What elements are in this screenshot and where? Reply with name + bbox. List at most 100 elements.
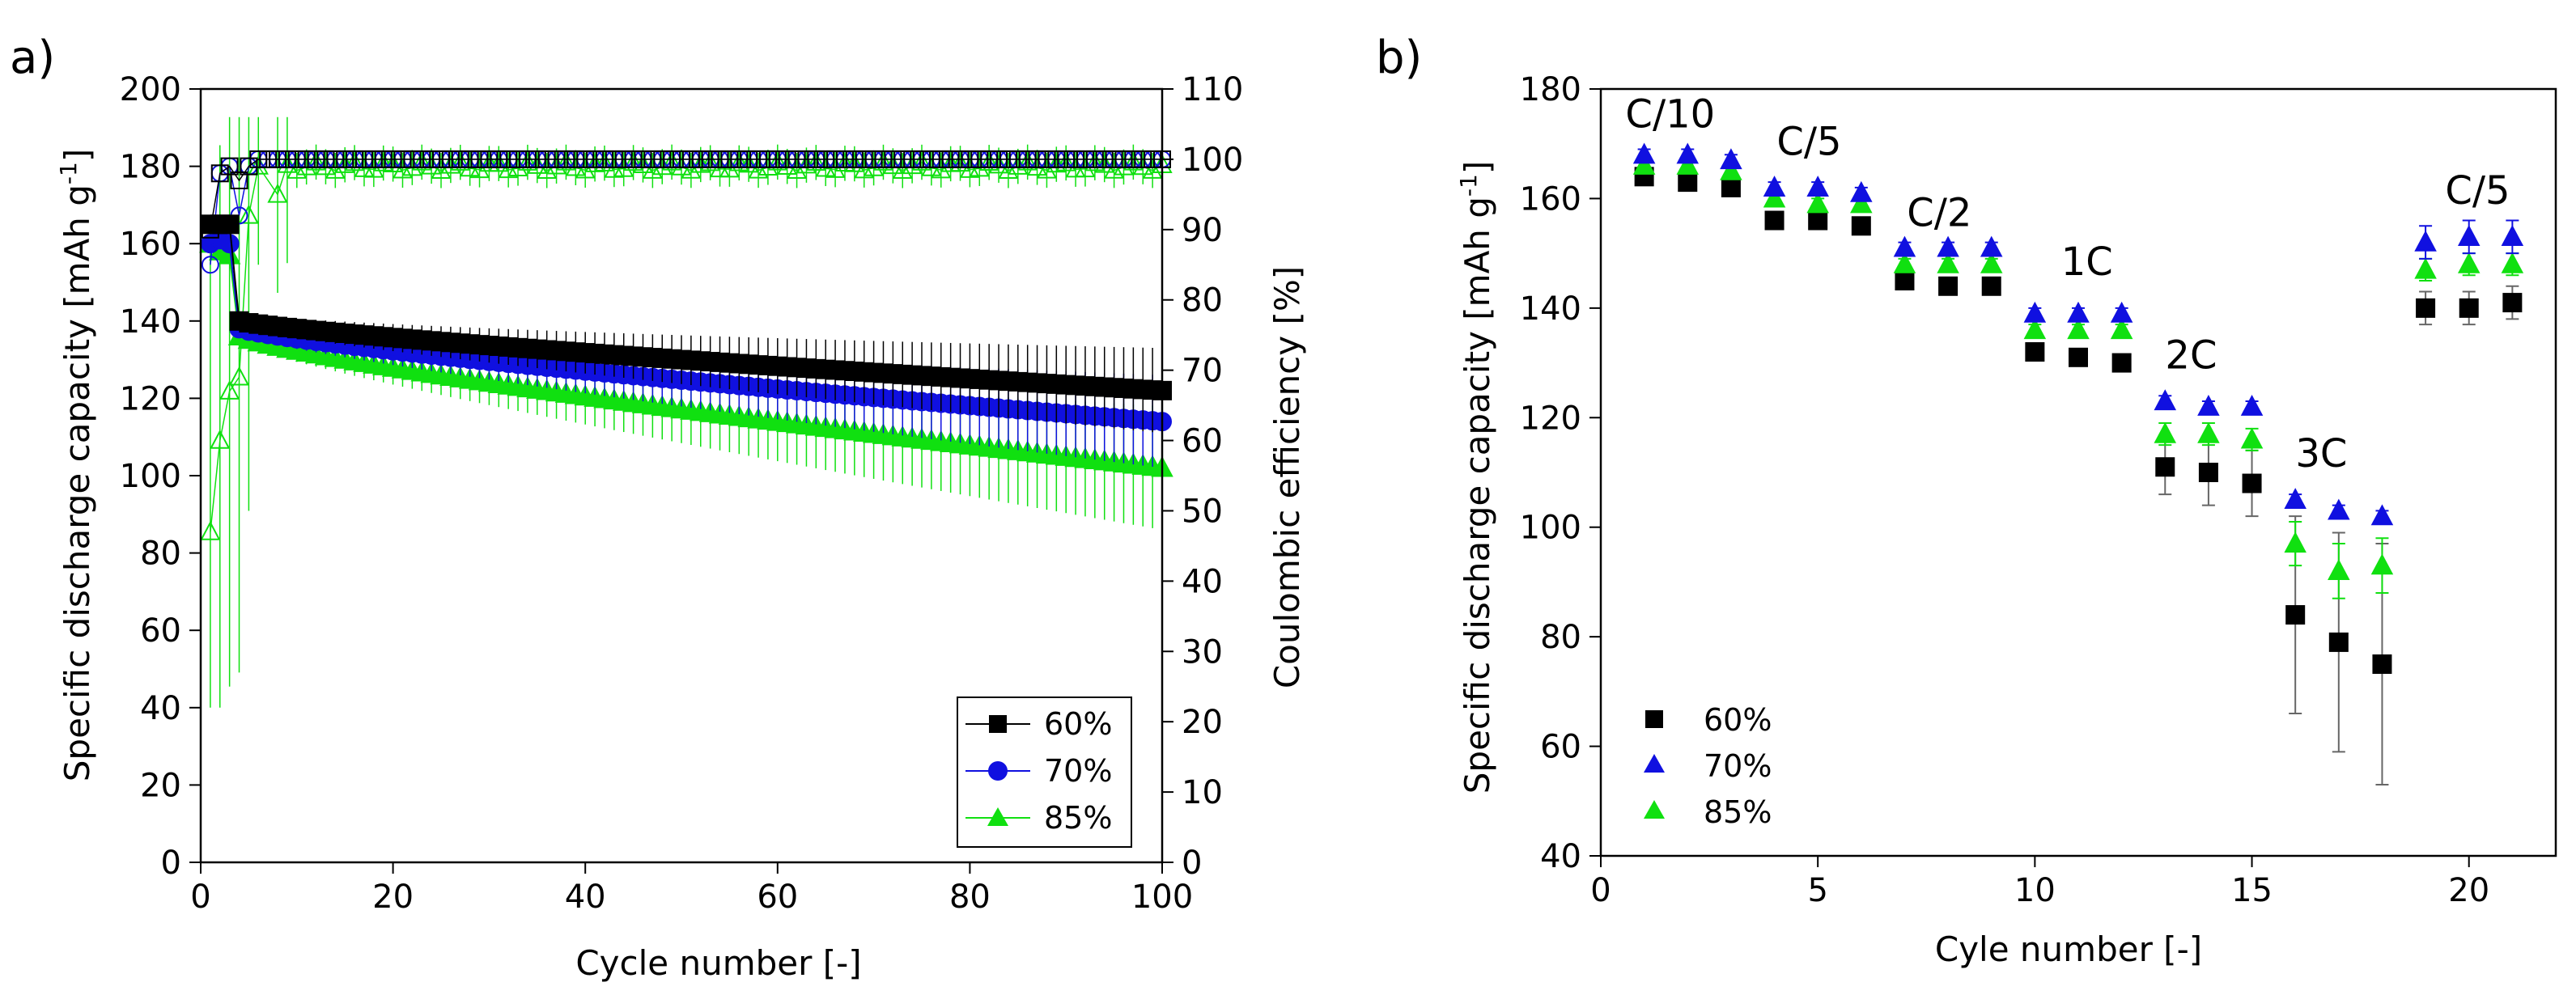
data-point-b-70%	[1720, 148, 1742, 170]
ce-point-a-85%	[681, 159, 702, 179]
legend-entry-a-60: 60%	[965, 706, 1112, 742]
ce-point-a-60%	[451, 150, 469, 168]
legend-b: 60% 70% 85%	[1644, 702, 1772, 830]
ce-point-a-60%	[605, 150, 623, 168]
data-point-b-70%	[2067, 301, 2090, 323]
legend-a: 60% 70% 85%	[957, 696, 1132, 848]
data-point-b-60%	[2242, 473, 2262, 493]
ce-point-a-60%	[509, 150, 528, 168]
data-point-b-70%	[2023, 301, 2047, 323]
ce-point-a-60%	[384, 150, 402, 168]
ce-point-a-85%	[834, 152, 855, 172]
ce-point-a-60%	[210, 164, 229, 183]
y2-tick-label-a: 40	[1182, 563, 1223, 600]
data-point-b-60%	[1764, 210, 1785, 231]
ce-point-a-60%	[826, 150, 845, 168]
ce-point-a-60%	[557, 150, 575, 168]
ce-point-a-85%	[488, 152, 509, 172]
series-b-70%	[1632, 142, 2524, 526]
legend-entry-b-60: 60%	[1645, 702, 1772, 738]
panel-b-label: b)	[1376, 32, 1422, 84]
ce-point-a-85%	[363, 158, 384, 178]
ce-point-a-70%	[201, 256, 219, 274]
ce-point-a-60%	[701, 150, 719, 168]
data-point-b-70%	[2370, 504, 2394, 526]
ce-point-a-60%	[249, 150, 268, 168]
ce-point-a-85%	[988, 154, 1009, 174]
ce-point-a-85%	[892, 159, 913, 180]
data-point-b-70%	[1676, 142, 1700, 164]
ce-point-a-60%	[278, 150, 296, 168]
series-b-85%	[1632, 154, 2524, 599]
ce-point-a-60%	[1038, 150, 1056, 168]
y-tick-label-a: 100	[120, 458, 181, 495]
ce-point-a-60%	[1124, 150, 1143, 168]
svg-text:85%: 85%	[1044, 800, 1112, 836]
rate-annotation-b: 2C	[2165, 332, 2217, 378]
y2-tick-label-a: 60	[1182, 423, 1223, 460]
ce-point-a-60%	[364, 150, 383, 168]
ce-point-a-85%	[286, 159, 308, 179]
legend-box-a	[957, 696, 1132, 848]
y-tick-label-b: 180	[1520, 71, 1581, 108]
ce-point-a-60%	[1095, 150, 1114, 168]
x-tick-label-b: 15	[2231, 872, 2273, 909]
data-point-b-85%	[2328, 559, 2350, 581]
ce-point-a-60%	[884, 150, 902, 168]
ce-point-a-60%	[768, 150, 787, 168]
data-point-b-70%	[2284, 488, 2307, 509]
data-point-b-85%	[1980, 252, 2003, 273]
ce-point-a-60%	[653, 150, 672, 168]
ce-point-a-85%	[238, 204, 260, 224]
ce-point-a-60%	[980, 150, 999, 168]
ce-point-a-60%	[490, 150, 508, 168]
y-tick-label-a: 140	[120, 303, 181, 341]
y-tick-label-b: 120	[1520, 400, 1581, 437]
ce-point-a-60%	[941, 150, 960, 168]
ce-point-a-85%	[382, 153, 404, 173]
ce-point-a-85%	[373, 151, 394, 171]
ce-point-a-85%	[469, 159, 490, 179]
ce-point-a-60%	[864, 150, 883, 168]
data-point-b-60%	[2069, 347, 2088, 367]
ce-point-a-85%	[1017, 150, 1038, 171]
data-point-b-85%	[1806, 192, 1829, 214]
data-point-b-85%	[2110, 318, 2133, 340]
rate-annotation-b: C/5	[2445, 168, 2510, 214]
data-point-b-85%	[2023, 318, 2047, 340]
ce-point-a-60%	[346, 150, 364, 168]
ce-point-a-85%	[1036, 159, 1058, 179]
x-tick-label-b: 0	[1590, 872, 1611, 909]
ce-point-a-60%	[518, 150, 537, 168]
legend-entry-a-85: 85%	[965, 800, 1112, 836]
ce-point-a-60%	[932, 150, 950, 168]
ce-point-a-60%	[874, 150, 893, 168]
rate-annotation-b: 3C	[2295, 431, 2347, 476]
series-a-70%	[200, 150, 1172, 468]
y-tick-label-a: 0	[161, 845, 181, 882]
y-tick-label-a: 180	[120, 149, 181, 186]
ce-point-a-85%	[872, 150, 894, 171]
ce-point-a-85%	[786, 159, 808, 179]
ce-point-a-60%	[691, 150, 710, 168]
ce-point-a-85%	[699, 151, 721, 171]
data-point-b-60%	[1981, 276, 2001, 296]
data-point-b-60%	[1721, 177, 1741, 197]
ce-point-a-60%	[316, 150, 335, 168]
y2-tick-label-a: 70	[1182, 353, 1223, 390]
x-tick-label-b: 5	[1807, 872, 1827, 909]
ce-point-a-60%	[432, 150, 450, 168]
y2-axis-title-a: Coulombic efficiency [%]	[1267, 266, 1307, 688]
ce-point-a-60%	[413, 150, 431, 168]
ce-point-a-60%	[576, 150, 595, 168]
ce-point-a-85%	[267, 183, 288, 203]
ce-point-a-60%	[480, 150, 499, 168]
ce-point-a-60%	[1047, 150, 1066, 168]
ce-point-a-85%	[998, 159, 1019, 179]
data-point-b-70%	[2154, 389, 2177, 411]
y2-tick-label-a: 110	[1182, 71, 1243, 108]
ce-point-a-85%	[844, 152, 865, 172]
ce-point-a-85%	[642, 159, 664, 179]
ce-point-a-60%	[269, 150, 287, 168]
